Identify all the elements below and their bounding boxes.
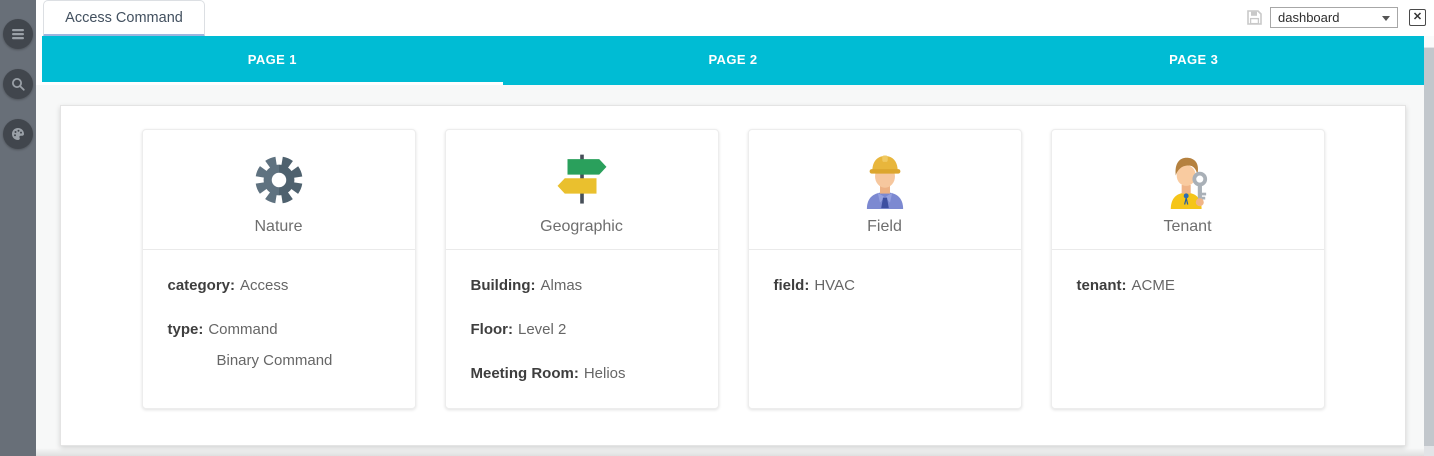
card-row: fieldHVAC xyxy=(774,277,996,294)
view-selector[interactable]: dashboard xyxy=(1270,7,1398,28)
card-title: Field xyxy=(867,218,902,235)
vertical-scrollbar[interactable] xyxy=(1424,36,1434,456)
menu-icon xyxy=(10,26,26,42)
card-row: categoryAccess xyxy=(168,277,390,294)
card-title: Nature xyxy=(254,218,303,235)
cards-panel: Nature categoryAccess typeCommand Binary Co… xyxy=(60,105,1406,446)
card-row: FloorLevel 2 xyxy=(471,321,693,338)
card-nature: Nature categoryAccess typeCommand Binary Co… xyxy=(141,129,416,409)
page-tab-1[interactable]: PAGE 1 xyxy=(42,36,503,85)
tenant-icon xyxy=(1052,151,1324,209)
card-header: Field xyxy=(748,130,1021,250)
field-value: Binary Command xyxy=(216,352,333,369)
card-title: Tenant xyxy=(1163,218,1212,235)
signpost-icon xyxy=(446,151,718,209)
page-tab-3[interactable]: PAGE 3 xyxy=(963,36,1424,85)
field-value: Level 2 xyxy=(518,321,567,338)
search-icon xyxy=(10,76,26,92)
card-body: tenantACME xyxy=(1052,250,1324,348)
field-label: category xyxy=(168,277,236,294)
sidebar-item-menu[interactable] xyxy=(3,19,33,49)
scrollbar-up[interactable] xyxy=(1424,36,1434,47)
worker-icon xyxy=(749,151,1021,209)
save-icon[interactable] xyxy=(1246,9,1263,26)
palette-icon xyxy=(10,126,26,142)
sidebar-item-search[interactable] xyxy=(3,69,33,99)
card-body: categoryAccess typeCommand Binary Command xyxy=(143,250,415,408)
tab-access-command[interactable]: Access Command xyxy=(43,0,205,37)
card-tenant: Tenant tenantACME xyxy=(1050,129,1325,409)
chevron-down-icon xyxy=(1382,16,1390,21)
scrollbar-thumb[interactable] xyxy=(1424,48,1434,446)
card-row: tenantACME xyxy=(1077,277,1299,294)
view-selector-value: dashboard xyxy=(1278,10,1340,25)
card-title: Geographic xyxy=(540,218,623,235)
tab-strip: Access Command dashboard ✕ xyxy=(36,0,1434,37)
card-geographic: Geographic BuildingAlmas FloorLevel 2 Meeti… xyxy=(444,129,719,409)
field-value: Almas xyxy=(540,277,583,294)
page-tab-2[interactable]: PAGE 2 xyxy=(503,36,964,85)
card-field: Field fieldHVAC xyxy=(747,129,1022,409)
left-sidebar xyxy=(0,0,36,456)
field-value: HVAC xyxy=(814,277,855,294)
page-tab-label: PAGE 2 xyxy=(708,51,758,67)
field-label: Meeting Room xyxy=(471,365,579,382)
tab-title: Access Command xyxy=(65,9,183,26)
field-label: tenant xyxy=(1077,277,1127,294)
card-row: BuildingAlmas xyxy=(471,277,693,294)
page-tab-label: PAGE 1 xyxy=(247,51,297,67)
card-row: Meeting RoomHelios xyxy=(471,365,693,382)
card-row: typeCommand xyxy=(168,321,390,338)
card-header: Geographic xyxy=(445,130,718,250)
page-tab-label: PAGE 3 xyxy=(1169,51,1219,67)
card-header: Tenant xyxy=(1051,130,1324,250)
card-body: fieldHVAC xyxy=(749,250,1021,348)
field-label: Building xyxy=(471,277,536,294)
field-value: Helios xyxy=(583,365,626,382)
field-label: type xyxy=(168,321,204,338)
cards-container: Nature categoryAccess typeCommand Binary Co… xyxy=(61,106,1405,409)
close-button[interactable]: ✕ xyxy=(1409,9,1426,26)
sidebar-items xyxy=(0,0,36,149)
content-area: Nature categoryAccess typeCommand Binary Co… xyxy=(36,85,1424,456)
page-tab-bar: PAGE 1 PAGE 2 PAGE 3 xyxy=(42,36,1424,85)
card-row: Binary Command xyxy=(168,352,390,369)
gear-icon xyxy=(143,151,415,209)
close-icon: ✕ xyxy=(1412,11,1423,23)
field-value: ACME xyxy=(1131,277,1175,294)
field-value: Access xyxy=(240,277,289,294)
field-label: Floor xyxy=(471,321,514,338)
card-body: BuildingAlmas FloorLevel 2 Meeting RoomHel… xyxy=(446,250,718,408)
card-header: Nature xyxy=(142,130,415,250)
sidebar-item-theme[interactable] xyxy=(3,119,33,149)
field-value: Command xyxy=(208,321,278,338)
field-label: field xyxy=(774,277,810,294)
